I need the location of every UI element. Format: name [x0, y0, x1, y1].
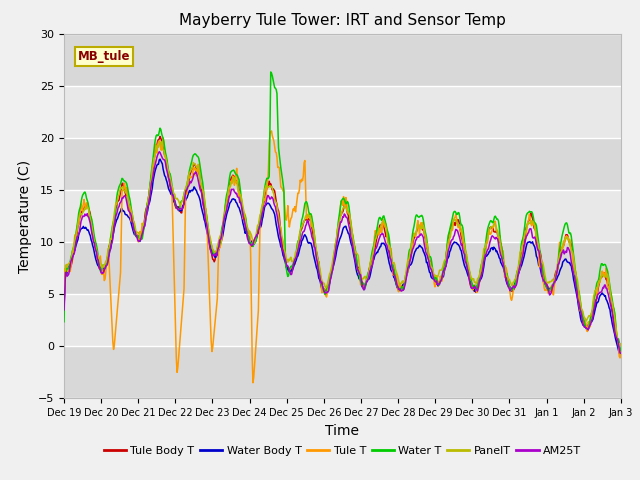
Title: Mayberry Tule Tower: IRT and Sensor Temp: Mayberry Tule Tower: IRT and Sensor Temp [179, 13, 506, 28]
Bar [64, 346, 621, 398]
Text: MB_tule: MB_tule [78, 50, 131, 63]
Legend: Tule Body T, Water Body T, Tule T, Water T, PanelT, AM25T: Tule Body T, Water Body T, Tule T, Water… [99, 442, 586, 460]
Bar [64, 138, 621, 190]
Bar [64, 34, 621, 86]
Bar [64, 242, 621, 294]
X-axis label: Time: Time [325, 424, 360, 438]
Y-axis label: Temperature (C): Temperature (C) [19, 159, 33, 273]
